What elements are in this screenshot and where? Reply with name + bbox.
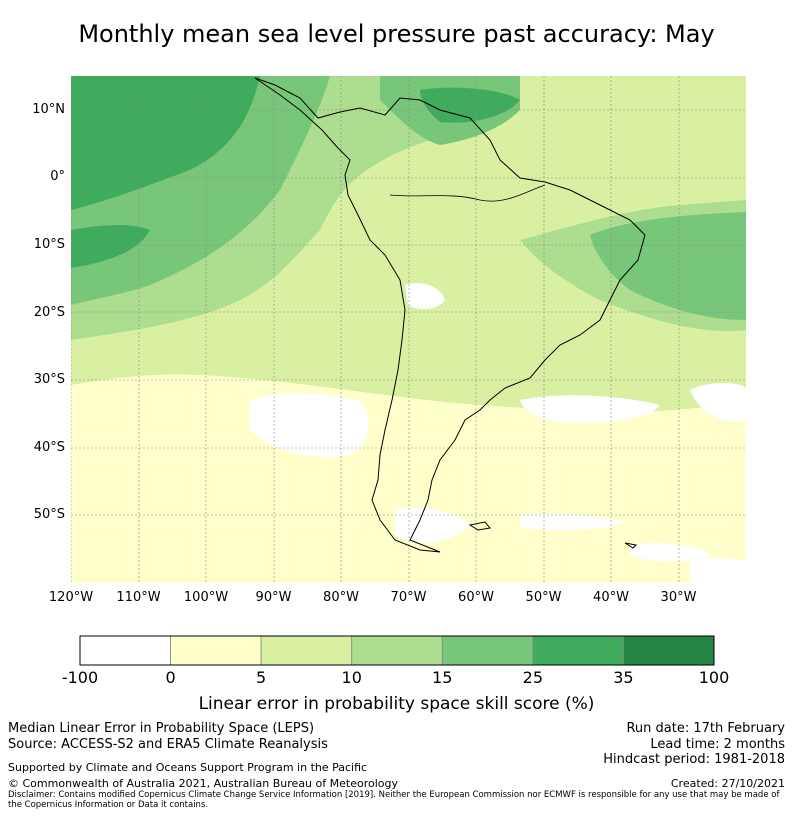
colorbar-tick-label: 100: [698, 668, 730, 687]
lon-tick-label: 30°W: [660, 590, 697, 605]
lon-tick-label: 90°W: [255, 590, 292, 605]
footer-hindcast: Hindcast period: 1981-2018: [603, 752, 785, 767]
colorbar-title: Linear error in probability space skill …: [198, 694, 595, 714]
lon-tick-label: 40°W: [593, 590, 629, 605]
page-title: Monthly mean sea level pressure past acc…: [78, 20, 715, 48]
skill-score-map: [71, 76, 746, 583]
lat-tick-label: 10°N: [32, 101, 65, 117]
colorbar-bin: [79, 635, 171, 666]
colorbar-bin: [532, 635, 624, 666]
colorbar-tick-label: 10: [341, 668, 362, 687]
lat-tick-label: 0°: [50, 169, 65, 185]
lat-tick-label: 10°S: [33, 237, 65, 252]
lat-tick-label: 50°S: [33, 507, 65, 523]
colorbar-tick-label: 0: [165, 668, 176, 687]
colorbar-tick-label: 25: [522, 668, 544, 687]
colorbar-frame: [79, 635, 715, 666]
lat-tick-label: 30°S: [33, 372, 65, 388]
south-america-coastline: [254, 77, 646, 553]
colorbar-bin: [170, 635, 262, 666]
lon-tick-label: 120°W: [48, 590, 94, 605]
footer-created: Created: 27/10/2021: [670, 777, 785, 790]
colorbar-bin: [260, 635, 353, 666]
lon-tick-label: 60°W: [458, 590, 494, 605]
skill-shading: [71, 76, 746, 583]
lon-tick-label: 70°W: [390, 590, 427, 605]
colorbar-tick-label: 5: [256, 668, 267, 687]
footer-disclaimer: Disclaimer: Contains modified Copernicus…: [8, 790, 780, 810]
colorbar-tick-label: -100: [61, 668, 99, 687]
gridlines: [71, 76, 746, 583]
amazon-river: [389, 184, 546, 202]
footer-lead-time: Lead time: 2 months: [650, 737, 785, 752]
footer-source: Source: ACCESS-S2 and ERA5 Climate Reana…: [8, 737, 328, 752]
colorbar-bin: [441, 635, 534, 666]
colorbar-bin: [623, 635, 715, 666]
lat-tick-label: 40°S: [33, 439, 65, 455]
lon-tick-label: 100°W: [183, 590, 229, 605]
footer-run-date: Run date: 17th February: [626, 721, 785, 736]
colorbar: [79, 635, 715, 666]
lon-tick-label: 50°W: [525, 590, 562, 605]
lon-tick-label: 110°W: [116, 590, 161, 605]
colorbar-tick-label: 35: [613, 668, 634, 687]
colorbar-bin: [351, 635, 443, 666]
colorbar-tick-label: 15: [432, 668, 453, 687]
footer-copyright: © Commonwealth of Australia 2021, Austra…: [8, 777, 398, 790]
lon-tick-label: 80°W: [323, 590, 359, 605]
footer-leps: Median Linear Error in Probability Space…: [8, 721, 315, 736]
falkland-islands: [468, 521, 491, 531]
footer-support: Supported by Climate and Oceans Support …: [8, 761, 368, 774]
lat-tick-label: 20°S: [33, 304, 65, 320]
